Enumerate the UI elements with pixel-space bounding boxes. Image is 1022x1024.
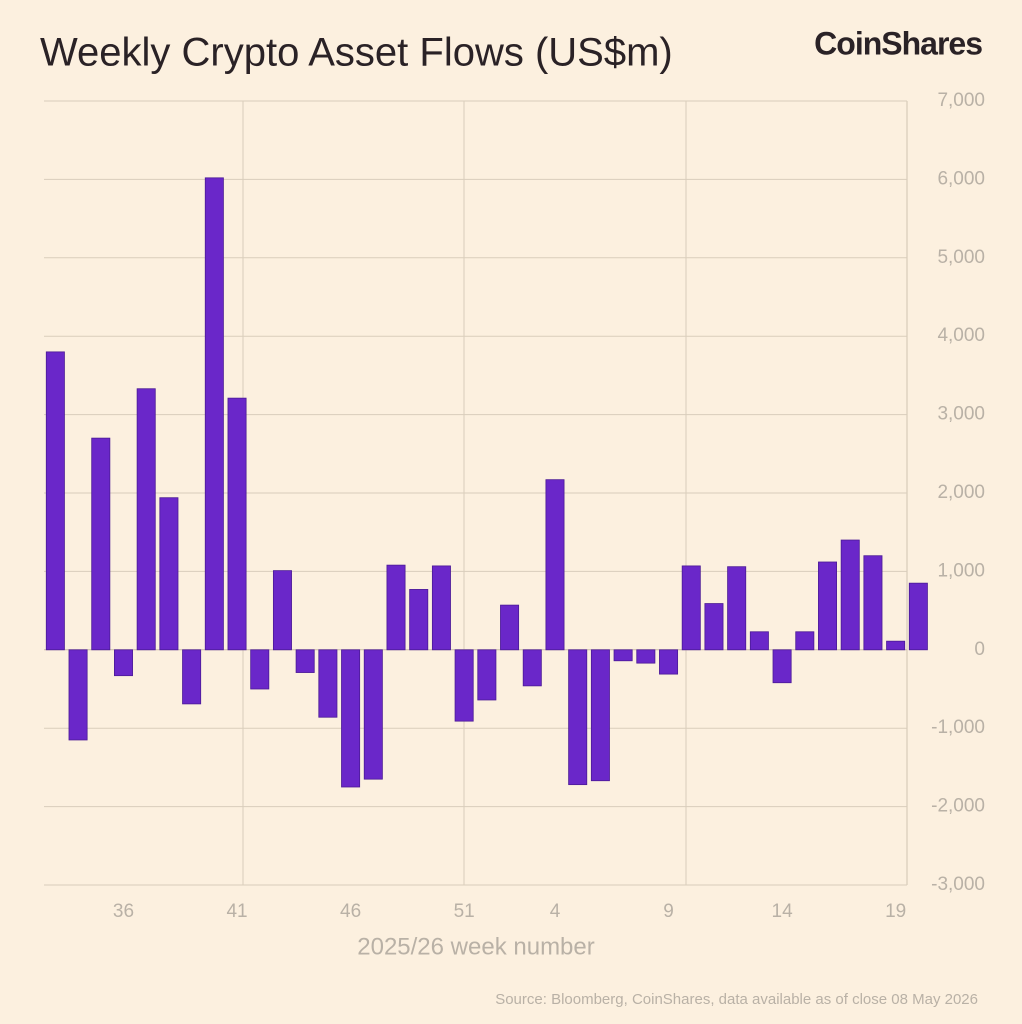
bar	[204, 177, 224, 651]
bar	[272, 570, 292, 651]
y-tick-label: -3,000	[931, 874, 985, 895]
bar	[68, 649, 88, 741]
x-tick-label: 51	[454, 901, 475, 922]
y-tick-label: 4,000	[937, 325, 985, 346]
bar	[636, 649, 656, 664]
bar	[840, 539, 860, 651]
y-tick-label: 5,000	[937, 247, 985, 268]
x-tick-label: 9	[663, 901, 674, 922]
bar	[727, 566, 747, 651]
bar	[704, 603, 724, 651]
x-tick-label: 19	[885, 901, 906, 922]
y-tick-label: 7,000	[937, 90, 985, 111]
bar	[341, 649, 361, 788]
x-tick-label: 41	[226, 901, 247, 922]
bar	[886, 640, 906, 651]
bar	[908, 582, 928, 651]
bar	[227, 397, 247, 651]
bar	[568, 649, 588, 786]
bar	[318, 649, 338, 718]
y-tick-label: 1,000	[937, 560, 985, 581]
bar	[91, 437, 111, 651]
x-tick-label: 14	[772, 901, 794, 922]
x-tick-label: 46	[340, 901, 361, 922]
x-tick-label: 4	[550, 901, 561, 922]
bar	[45, 351, 65, 651]
y-tick-label: 2,000	[937, 482, 985, 503]
y-tick-label: 3,000	[937, 404, 985, 425]
bar	[295, 649, 315, 673]
y-tick-label: 0	[974, 639, 985, 660]
y-tick-label: -1,000	[931, 717, 985, 738]
bar	[590, 649, 610, 782]
bar	[500, 604, 520, 651]
bar	[795, 631, 815, 651]
bar	[409, 589, 429, 651]
bar	[863, 555, 883, 651]
y-tick-label: -2,000	[931, 796, 985, 817]
bar	[545, 479, 565, 651]
bar	[136, 388, 156, 651]
bar	[522, 649, 542, 687]
bar	[659, 649, 679, 675]
bar	[431, 565, 451, 651]
brand: CoinShares	[814, 25, 982, 61]
bar	[749, 631, 769, 651]
y-tick-label: 6,000	[937, 168, 985, 189]
bar	[250, 649, 270, 690]
chart-title: Weekly Crypto Asset Flows (US$m)	[40, 31, 673, 75]
bar	[613, 649, 633, 662]
bar	[159, 497, 179, 651]
bar	[114, 649, 133, 677]
bar	[454, 649, 474, 722]
bar	[182, 649, 202, 705]
bar	[818, 561, 837, 651]
bar	[477, 649, 497, 701]
x-tick-label: 36	[113, 901, 134, 922]
bar	[363, 649, 383, 780]
bar	[772, 649, 792, 684]
bar	[681, 565, 701, 651]
x-axis-label: 2025/26 week number	[357, 933, 595, 960]
source-note: Source: Bloomberg, CoinShares, data avai…	[495, 991, 978, 1008]
bar	[386, 564, 406, 651]
